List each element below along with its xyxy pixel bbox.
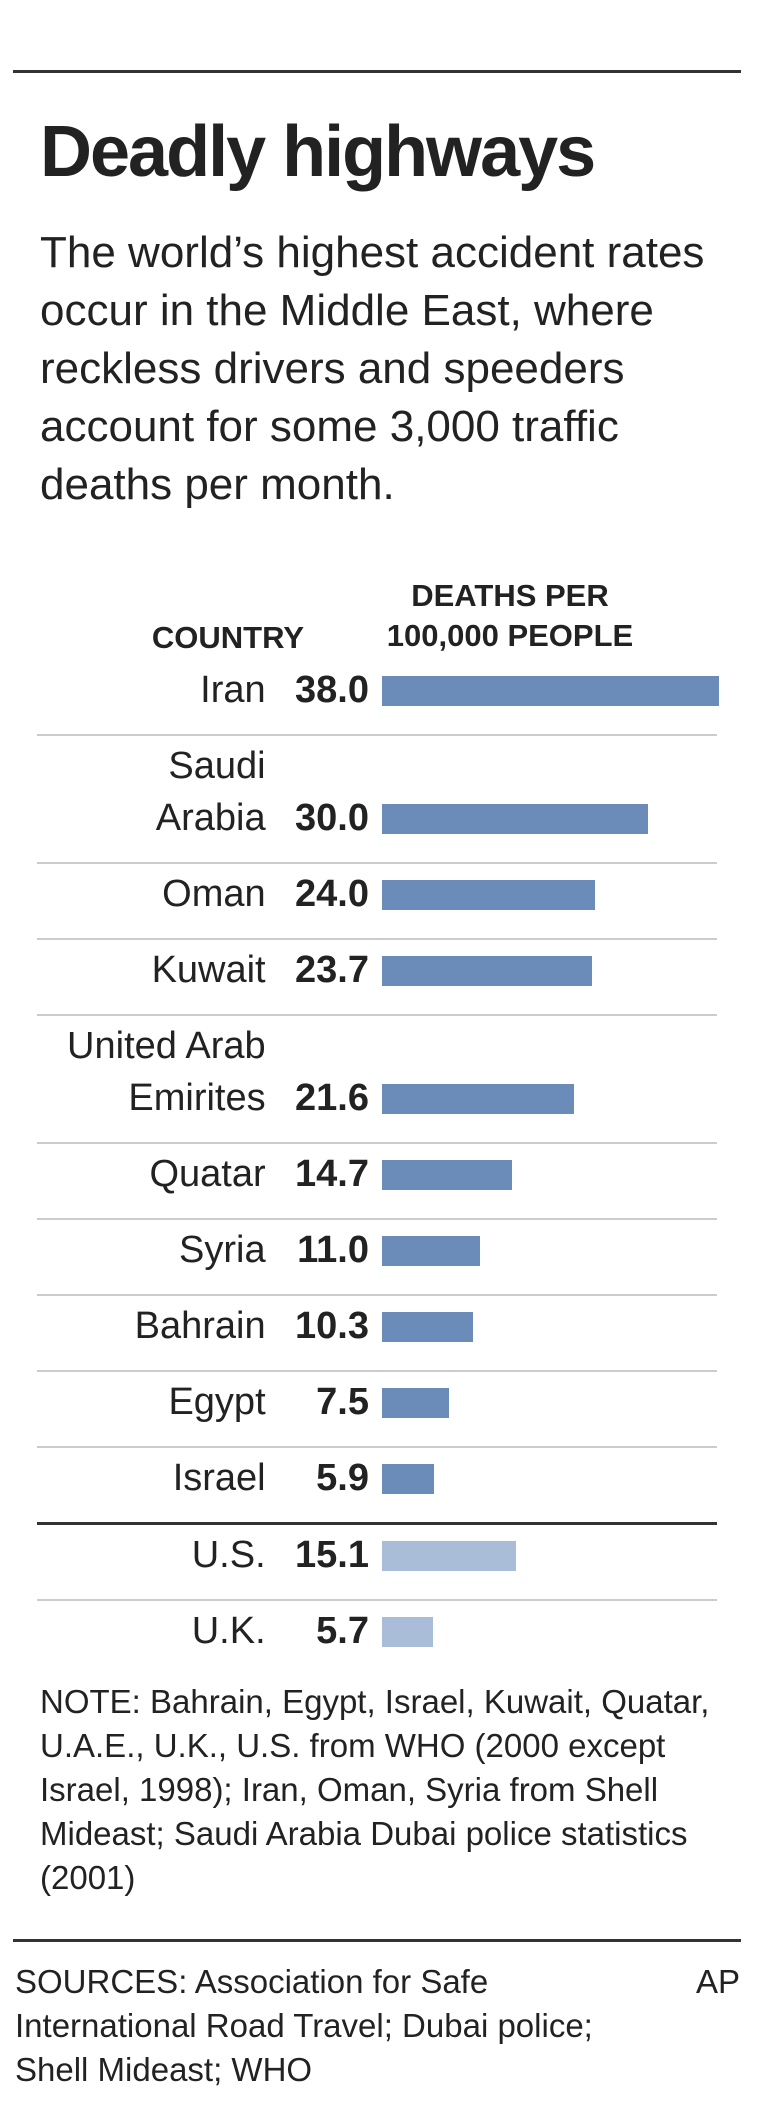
value-label: 14.7 xyxy=(295,1153,369,1195)
value-label: 10.3 xyxy=(295,1305,369,1347)
value-label: 11.0 xyxy=(297,1229,369,1271)
bar xyxy=(382,880,595,910)
bar-track xyxy=(382,1529,717,1581)
bar-row: Egypt 7.5 xyxy=(37,1370,717,1446)
bar xyxy=(382,1388,449,1418)
value-label: 38.0 xyxy=(295,669,369,711)
value-label: 5.7 xyxy=(316,1610,369,1652)
bar-row: United Arab Emirites 21.6 xyxy=(37,1014,717,1142)
bar-row: U.S. 15.1 xyxy=(37,1522,717,1599)
column-headers: COUNTRY DEATHS PER 100,000 PEOPLE xyxy=(37,568,717,660)
category-label: U.K. xyxy=(191,1610,266,1652)
bar xyxy=(382,1464,435,1494)
category-label: Kuwait xyxy=(151,949,266,991)
value-label: 24.0 xyxy=(295,873,369,915)
bar-row: Israel 5.9 xyxy=(37,1446,717,1522)
bar-track xyxy=(382,1224,717,1276)
sources: SOURCES: Association for Safe Internatio… xyxy=(15,1963,593,2088)
rule xyxy=(13,1939,741,1942)
category-label: Oman xyxy=(162,873,266,915)
category-label: Iran xyxy=(200,669,266,711)
bar-rows: Iran 38.0 Saudi Arabia 30.0 Oman 24.0 Kuwait 23… xyxy=(37,660,719,1675)
value-header: DEATHS PER 100,000 PEOPLE xyxy=(386,578,634,653)
bar-track xyxy=(382,1605,717,1657)
bar-track xyxy=(382,1072,717,1124)
bar xyxy=(382,1312,474,1342)
category-label: U.S. xyxy=(191,1534,266,1576)
chart-title: Deadly highways xyxy=(40,112,596,192)
note: NOTE: Bahrain, Egypt, Israel, Kuwait, Qu… xyxy=(40,1683,710,1896)
bar-track xyxy=(382,1148,717,1200)
chart-subtitle: The world’s highest accident rates occur… xyxy=(40,228,705,509)
category-label: Israel xyxy=(172,1457,266,1499)
value-label: 7.5 xyxy=(316,1381,369,1423)
bar xyxy=(382,1541,516,1571)
value-label: 23.7 xyxy=(295,949,369,991)
bar xyxy=(382,804,649,834)
category-label: Syria xyxy=(179,1229,266,1271)
credit: AP xyxy=(695,1963,740,2000)
bar-row: Syria 11.0 xyxy=(37,1218,717,1294)
category-label: Egypt xyxy=(168,1381,266,1423)
bar-row: Quatar 14.7 xyxy=(37,1142,717,1218)
category-label: Saudi Arabia xyxy=(155,745,266,839)
value-label: 21.6 xyxy=(295,1077,369,1119)
bar-track xyxy=(382,1452,717,1504)
category-label: United Arab Emirites xyxy=(67,1025,266,1119)
bar xyxy=(382,676,719,706)
bar-track xyxy=(382,868,717,920)
bar xyxy=(382,1160,513,1190)
bar xyxy=(382,1236,480,1266)
bar-row: U.K. 5.7 xyxy=(37,1599,717,1675)
value-label: 5.9 xyxy=(316,1457,369,1499)
rule xyxy=(13,70,741,73)
value-label: 15.1 xyxy=(295,1534,369,1576)
category-label: Quatar xyxy=(149,1153,266,1195)
bar-row: Iran 38.0 xyxy=(37,660,719,734)
bar-row: Saudi Arabia 30.0 xyxy=(37,734,717,862)
bar xyxy=(382,1084,574,1114)
bar xyxy=(382,956,593,986)
bar-track xyxy=(382,664,719,716)
category-label: Bahrain xyxy=(134,1305,266,1347)
bar xyxy=(382,1617,433,1647)
bar-row: Kuwait 23.7 xyxy=(37,938,717,1014)
value-label: 30.0 xyxy=(295,797,369,839)
bar-row: Bahrain 10.3 xyxy=(37,1294,717,1370)
bar-track xyxy=(382,792,717,844)
bar-row: Oman 24.0 xyxy=(37,862,717,938)
bar-track xyxy=(382,944,717,996)
category-header: COUNTRY xyxy=(151,620,304,655)
bar-track xyxy=(382,1376,717,1428)
bar-track xyxy=(382,1300,717,1352)
